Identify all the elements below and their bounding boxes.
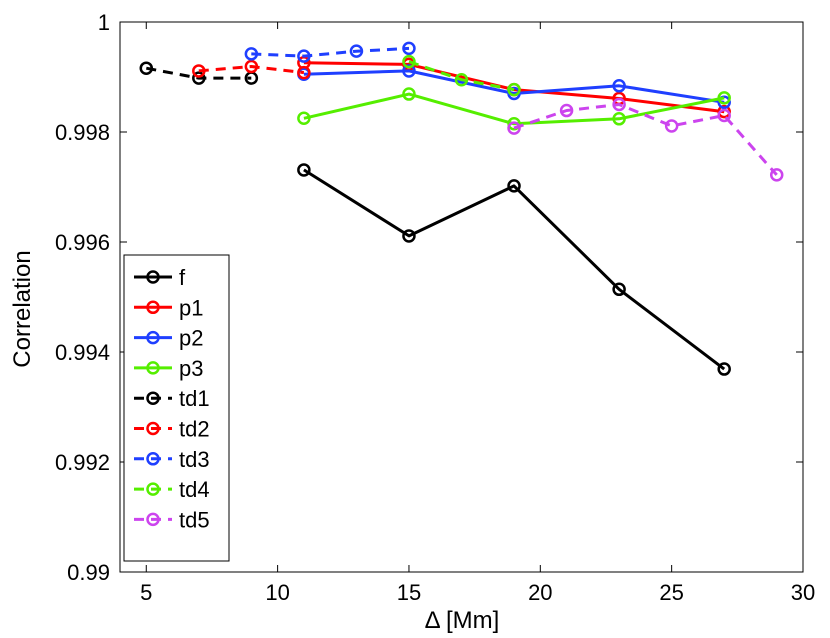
legend-marker bbox=[146, 512, 160, 527]
data-point-f bbox=[402, 229, 416, 243]
legend-item-f: f bbox=[134, 265, 186, 290]
x-axis: 5 10 15 20 25 30 bbox=[140, 22, 815, 605]
y-axis-label: Correlation bbox=[9, 250, 36, 367]
plot-area bbox=[119, 21, 804, 573]
legend-marker bbox=[146, 300, 160, 315]
series-td5 bbox=[507, 97, 784, 182]
legend-item-p1: p1 bbox=[134, 295, 203, 320]
data-point-td5 bbox=[717, 108, 731, 123]
data-point-p2 bbox=[402, 64, 416, 78]
legend-item-p2: p2 bbox=[134, 326, 203, 351]
data-point-td4 bbox=[402, 54, 416, 69]
legend-item-p3: p3 bbox=[134, 356, 203, 381]
x-tick-label: 25 bbox=[659, 580, 683, 605]
series-line-td5 bbox=[513, 103, 778, 176]
series-td3 bbox=[244, 41, 416, 63]
legend-label: td2 bbox=[179, 417, 210, 442]
series-p2 bbox=[297, 64, 731, 110]
series-line-f bbox=[303, 168, 726, 371]
legend-label: f bbox=[179, 265, 186, 290]
data-point-td1 bbox=[139, 61, 154, 75]
y-tick-label: 0.996 bbox=[55, 230, 110, 255]
legend-marker bbox=[146, 421, 160, 436]
y-tick-label: 1 bbox=[98, 10, 110, 35]
series-line-td1 bbox=[146, 66, 252, 80]
legend-marker bbox=[146, 452, 160, 466]
legend-item-td2: td2 bbox=[134, 417, 210, 442]
x-tick-label: 15 bbox=[397, 580, 421, 605]
data-point-p3 bbox=[612, 112, 626, 126]
legend-label: p3 bbox=[179, 356, 203, 381]
plot-frame bbox=[119, 21, 804, 573]
series-f bbox=[297, 163, 731, 376]
legend-marker bbox=[146, 270, 160, 284]
legend-item-td4: td4 bbox=[134, 477, 210, 502]
series-line-td2 bbox=[198, 65, 305, 75]
data-point-td2 bbox=[244, 59, 259, 74]
y-axis: 0.99 0.992 0.994 0.996 0.998 1 bbox=[55, 10, 803, 585]
x-tick-label: 20 bbox=[528, 580, 552, 605]
data-point-f bbox=[297, 163, 311, 177]
legend-marker bbox=[146, 361, 160, 375]
legend-marker bbox=[146, 391, 160, 405]
data-point-p3 bbox=[717, 91, 731, 105]
series-td2 bbox=[192, 59, 311, 80]
x-tick-label: 10 bbox=[265, 580, 289, 605]
series-line-p2 bbox=[303, 69, 725, 104]
legend-item-td5: td5 bbox=[134, 507, 210, 532]
legend-label: td4 bbox=[179, 477, 210, 502]
data-point-td2 bbox=[297, 65, 311, 80]
legend-box bbox=[123, 254, 230, 562]
data-point-td1 bbox=[192, 71, 206, 85]
legend-marker bbox=[146, 482, 160, 496]
series-line-td4 bbox=[408, 60, 515, 92]
data-point-td5 bbox=[559, 103, 574, 118]
data-point-f bbox=[507, 179, 521, 193]
legend: f p1 p2 p3 td1 td2 td3 td4 td5 bbox=[123, 254, 230, 562]
series-layer bbox=[139, 41, 784, 376]
data-point-td3 bbox=[297, 49, 311, 63]
series-line-td3 bbox=[251, 46, 410, 58]
data-point-p3 bbox=[507, 117, 521, 131]
data-point-p2 bbox=[612, 79, 626, 93]
data-point-td5 bbox=[769, 168, 784, 182]
x-axis-label: Δ [Mm] bbox=[425, 607, 500, 634]
series-td4 bbox=[402, 54, 521, 97]
data-point-td3 bbox=[349, 44, 364, 58]
legend-label: p1 bbox=[179, 295, 203, 320]
y-tick-label: 0.99 bbox=[67, 560, 110, 585]
x-tick-label: 30 bbox=[791, 580, 815, 605]
data-point-td5 bbox=[507, 121, 521, 135]
data-point-p3 bbox=[402, 87, 416, 101]
legend-label: td5 bbox=[179, 507, 210, 532]
data-point-td4 bbox=[507, 82, 521, 97]
data-point-f bbox=[717, 362, 731, 376]
legend-label: td1 bbox=[179, 386, 210, 411]
y-tick-label: 0.992 bbox=[55, 450, 110, 475]
data-point-td2 bbox=[192, 64, 206, 78]
data-point-td5 bbox=[664, 119, 679, 133]
data-point-f bbox=[612, 282, 626, 297]
legend-label: p2 bbox=[179, 326, 203, 351]
data-point-p2 bbox=[717, 95, 731, 110]
y-tick-label: 0.994 bbox=[55, 340, 110, 365]
legend-item-td1: td1 bbox=[134, 386, 210, 411]
legend-marker bbox=[146, 330, 160, 345]
data-point-td3 bbox=[244, 47, 259, 61]
data-point-td4 bbox=[454, 73, 469, 87]
x-tick-label: 5 bbox=[140, 580, 152, 605]
data-point-td3 bbox=[402, 41, 416, 56]
legend-label: td3 bbox=[179, 447, 210, 472]
data-point-td5 bbox=[612, 97, 626, 112]
legend-item-td3: td3 bbox=[134, 447, 210, 472]
data-point-p3 bbox=[297, 111, 311, 125]
y-tick-label: 0.998 bbox=[55, 120, 110, 145]
